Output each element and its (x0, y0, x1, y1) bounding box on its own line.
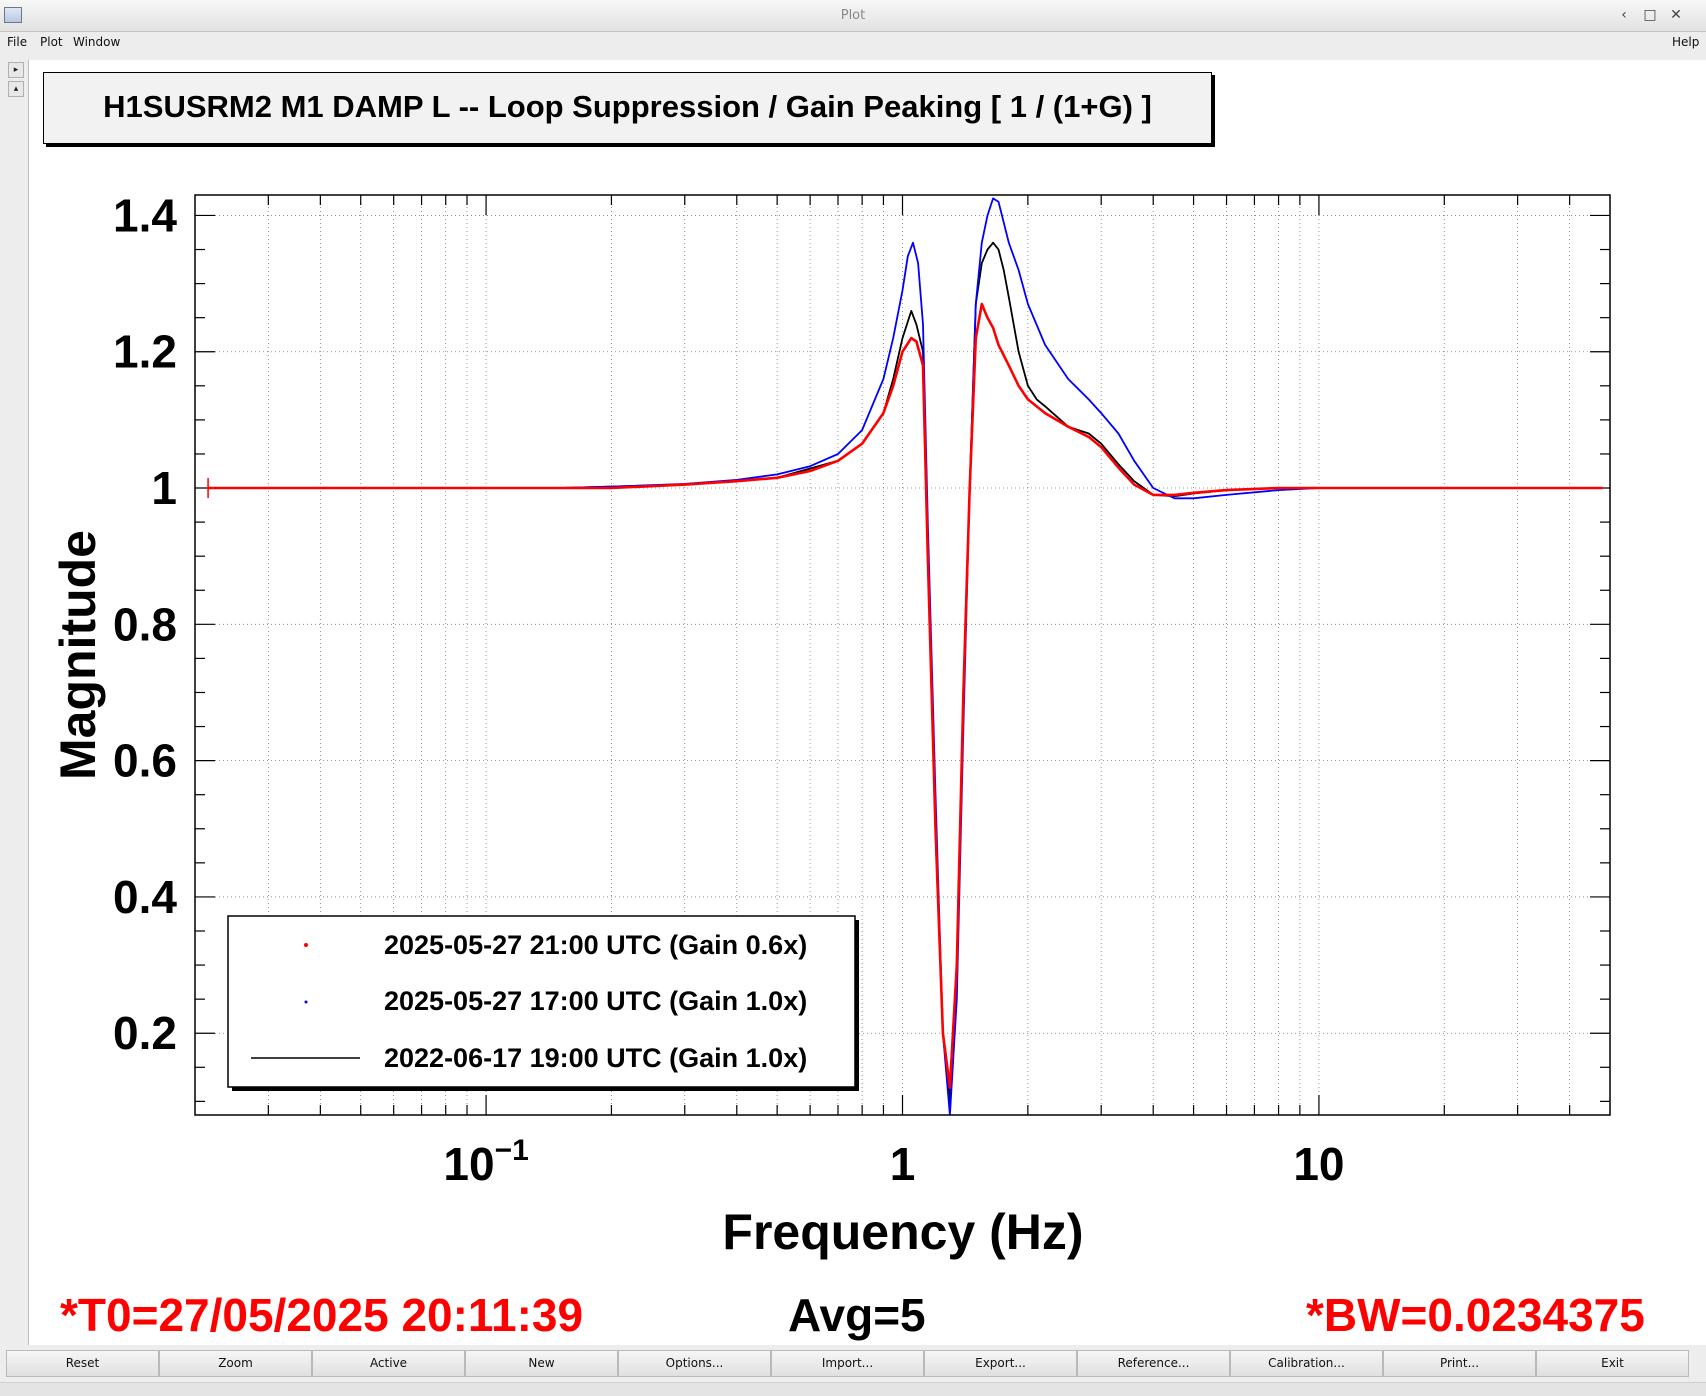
export-button[interactable]: Export... (924, 1350, 1077, 1377)
plot-frame (194, 194, 1611, 1116)
avg-label: Avg=5 (788, 1289, 926, 1341)
y-axis-label: Magnitude (50, 530, 106, 780)
y-tick-label: 0.2 (113, 1007, 177, 1059)
plot-title: H1SUSRM2 M1 DAMP L -- Loop Suppression /… (103, 89, 1152, 124)
x-tick-label: 1 (890, 1138, 916, 1190)
window-title: Plot (840, 8, 866, 23)
menu-bar: File Plot Window Help (0, 32, 1706, 54)
x-tick-label-base: 1 (890, 1138, 916, 1190)
legend-marker-red (304, 943, 308, 947)
maximize-icon[interactable]: □ (1643, 7, 1657, 23)
x-axis-label: Frequency (Hz) (722, 1204, 1083, 1260)
y-tick-label: 1.2 (113, 326, 177, 378)
exit-button[interactable]: Exit (1536, 1350, 1689, 1377)
plot-canvas[interactable] (28, 60, 1706, 1345)
minimize-icon[interactable]: ‹ (1621, 7, 1627, 23)
x-tick-labels: 10−1 1 10 (443, 1134, 1344, 1190)
series-layer (207, 197, 1603, 1115)
y-tick-label: 1.4 (113, 189, 177, 241)
x-tick-label-base: 10 (443, 1138, 494, 1190)
axis-ticks (195, 195, 1610, 1115)
bw-label: *BW=0.0234375 (1306, 1289, 1645, 1341)
y-tick-label: 0.4 (113, 871, 177, 923)
series-line-1 (559, 197, 1603, 1115)
x-tick-label: 10 (1293, 1138, 1344, 1190)
y-tick-label: 0.8 (113, 598, 177, 650)
button-bar: Reset Zoom Active New Options... Import.… (6, 1350, 1706, 1378)
new-button[interactable]: New (465, 1350, 618, 1377)
legend-label-blue: 2025-05-27 17:00 UTC (Gain 1.0x) (384, 986, 807, 1016)
x-tick-label-exponent: −1 (495, 1134, 529, 1167)
y-tick-label: 0.6 (113, 735, 177, 787)
zoom-button[interactable]: Zoom (159, 1350, 312, 1377)
menu-plot[interactable]: Plot (40, 35, 63, 49)
calibration-button[interactable]: Calibration... (1230, 1350, 1383, 1377)
options-button[interactable]: Options... (618, 1350, 771, 1377)
print-button[interactable]: Print... (1383, 1350, 1536, 1377)
close-icon[interactable]: ✕ (1670, 7, 1682, 23)
scroll-up-icon[interactable]: ▴ (8, 81, 24, 97)
legend-label-black: 2022-06-17 19:00 UTC (Gain 1.0x) (384, 1043, 807, 1073)
legend: 2025-05-27 21:00 UTC (Gain 0.6x) 2025-05… (227, 915, 859, 1091)
status-strip (0, 1382, 1706, 1396)
reset-button[interactable]: Reset (6, 1350, 159, 1377)
scroll-right-icon[interactable]: ▸ (8, 62, 24, 78)
x-tick-label: 10−1 (443, 1134, 528, 1190)
legend-label-red: 2025-05-27 21:00 UTC (Gain 0.6x) (384, 930, 807, 960)
y-tick-labels: 0.2 0.4 0.6 0.8 1 1.2 1.4 (113, 189, 177, 1059)
menu-file[interactable]: File (7, 35, 28, 49)
legend-marker-blue (304, 1000, 308, 1004)
reference-button[interactable]: Reference... (1077, 1350, 1230, 1377)
series-line-0 (208, 302, 1603, 1089)
side-scroll-arrows: ▸ ▴ (8, 62, 24, 98)
plot-title-box: H1SUSRM2 M1 DAMP L -- Loop Suppression /… (43, 72, 1212, 144)
grid (195, 195, 1610, 1115)
chart: 0.20.40.60.811.21.4 10−1 1 10 Frequency (H… (50, 189, 1611, 1260)
menu-help[interactable]: Help (1672, 35, 1700, 49)
app-icon (4, 7, 22, 23)
x-tick-label-base: 10 (1293, 1138, 1344, 1190)
menu-window[interactable]: Window (73, 35, 121, 49)
active-button[interactable]: Active (312, 1350, 465, 1377)
t0-label: *T0=27/05/2025 20:11:39 (60, 1289, 584, 1341)
window-titlebar: Plot ‹ □ ✕ (0, 0, 1706, 32)
y-tick-label: 1 (151, 462, 177, 514)
import-button[interactable]: Import... (771, 1350, 924, 1377)
